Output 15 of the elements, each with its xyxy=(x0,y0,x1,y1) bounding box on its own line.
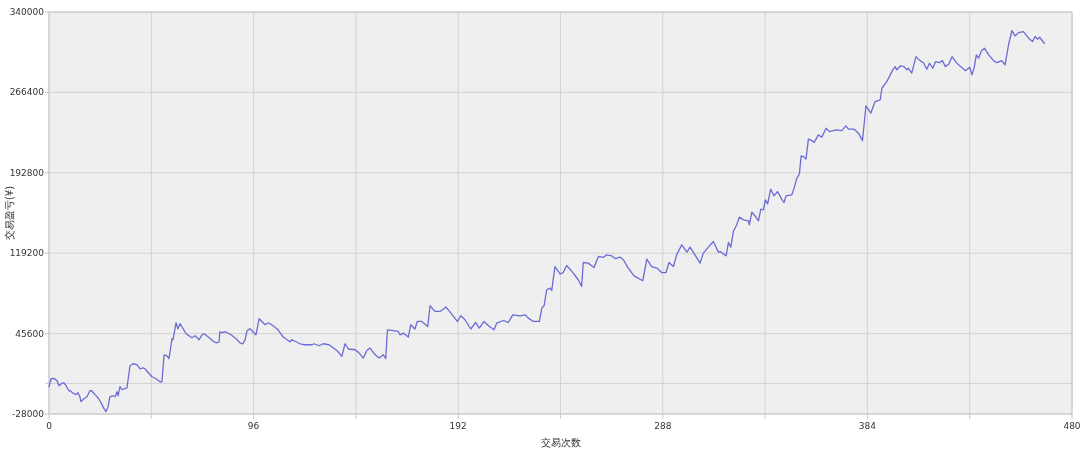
x-axis-title: 交易次数 xyxy=(540,437,581,448)
x-tick-label: 96 xyxy=(247,421,260,431)
line-series xyxy=(48,30,1045,413)
x-tick-label: 192 xyxy=(449,421,467,431)
y-tick-label: 266400 xyxy=(9,87,45,98)
y-tick-label: 340000 xyxy=(9,7,45,17)
y-axis-title: 交易盈亏(¥) xyxy=(4,185,15,241)
y-tick-label: 119200 xyxy=(9,248,45,259)
x-tick-label: 480 xyxy=(1063,421,1080,431)
x-tick-label: 384 xyxy=(858,421,877,431)
x-tick-label: 0 xyxy=(46,421,53,431)
x-tick-label: 288 xyxy=(654,421,672,431)
y-tick-label: 192800 xyxy=(9,167,45,178)
y-tick-label: -28000 xyxy=(12,409,45,419)
y-tick-label: 45600 xyxy=(15,328,45,339)
